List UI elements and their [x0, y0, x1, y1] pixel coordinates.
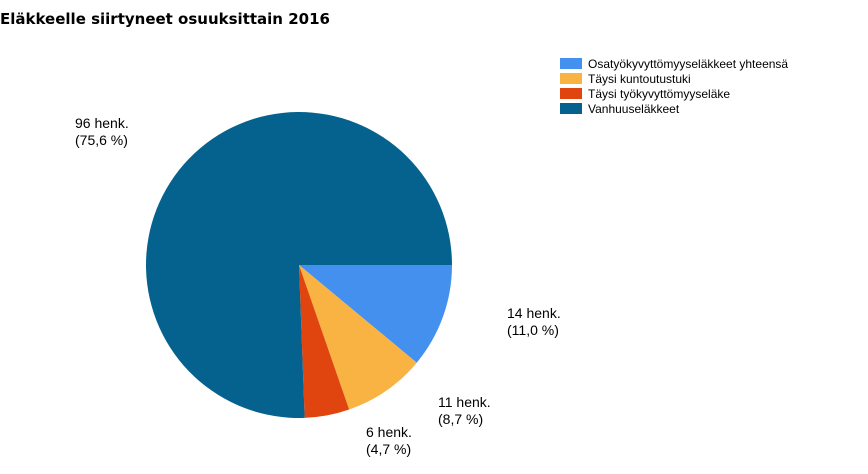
legend-label: Vanhuuseläkkeet	[588, 102, 680, 116]
pie-slice	[299, 265, 452, 363]
percent-label: (11,0 %)	[507, 322, 559, 338]
data-label: 6 henk.	[366, 424, 412, 440]
pie-slice	[299, 265, 350, 418]
data-label: 14 henk.	[507, 305, 561, 321]
percent-label: (75,6 %)	[75, 132, 128, 148]
legend-swatch	[560, 58, 582, 69]
legend-label: Osatyökyvyttömyyseläkkeet yhteensä	[588, 57, 788, 71]
data-label: 96 henk.	[75, 115, 129, 131]
legend-swatch	[560, 88, 582, 99]
legend-label: Täysi kuntoutustuki	[588, 72, 691, 86]
legend-label: Täysi työkyvyttömyyseläke	[588, 87, 730, 101]
percent-label: (8,7 %)	[438, 411, 483, 427]
legend-swatch	[560, 103, 582, 114]
pie-slice	[299, 265, 417, 410]
pie-slice	[146, 112, 452, 419]
chart-title: Eläkkeelle siirtyneet osuuksittain 2016	[0, 10, 330, 28]
percent-label: (4,7 %)	[366, 441, 411, 457]
legend-swatch	[560, 73, 582, 84]
data-label: 11 henk.	[438, 394, 491, 410]
